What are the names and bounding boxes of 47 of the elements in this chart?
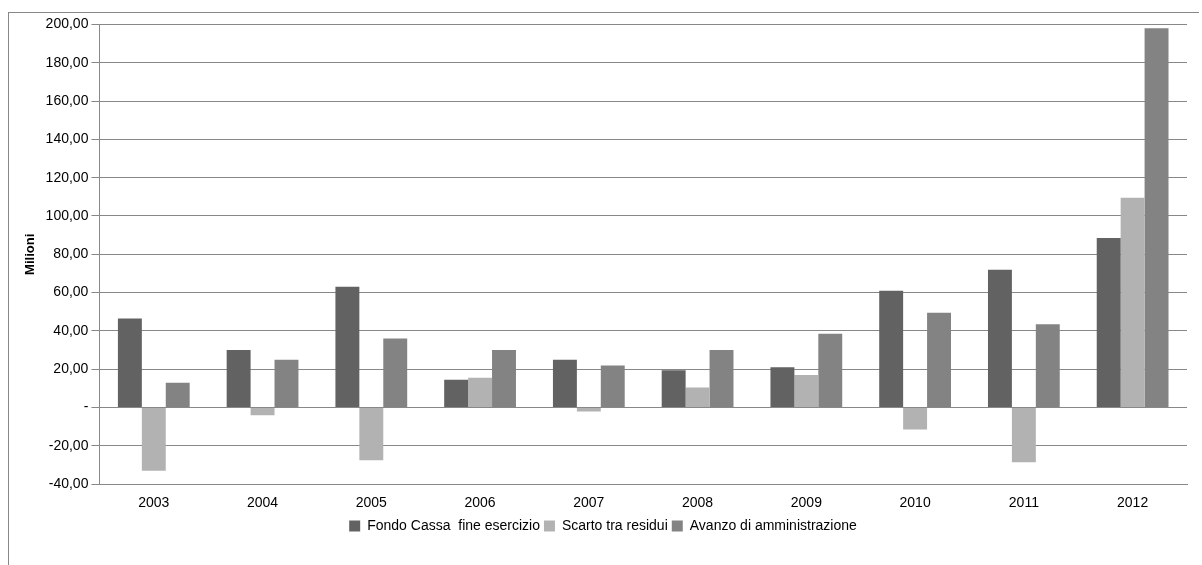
- bar: [987, 269, 1012, 408]
- y-tick-label: 60,00: [53, 283, 89, 300]
- y-tick-label: 120,00: [45, 168, 89, 185]
- bar: [141, 408, 166, 471]
- bar: [576, 408, 601, 412]
- x-tick-label: 2011: [1008, 494, 1040, 511]
- bar: [226, 350, 251, 408]
- bar: [685, 387, 710, 408]
- y-tick-label: 160,00: [45, 91, 89, 108]
- y-tick-label: 140,00: [45, 130, 89, 147]
- y-tick-label: -40,00: [48, 475, 89, 492]
- bar: [903, 408, 928, 430]
- y-tick-label: -: [83, 398, 89, 415]
- y-tick-label: 200,00: [45, 15, 89, 32]
- bar: [335, 286, 360, 408]
- x-tick-label: 2005: [355, 494, 388, 511]
- bar: [794, 375, 819, 408]
- y-axis-title: Milioni: [22, 233, 38, 275]
- bar: [1120, 197, 1145, 408]
- y-tick-label: 40,00: [53, 321, 89, 338]
- x-tick-label: 2012: [1117, 494, 1149, 511]
- y-tick-label: 80,00: [53, 245, 89, 262]
- bar: [250, 408, 275, 416]
- x-tick-label: 2007: [573, 494, 605, 511]
- bar: [1096, 238, 1121, 408]
- bar: [1011, 408, 1036, 463]
- x-tick-label: 2006: [464, 494, 496, 511]
- bar: [661, 370, 686, 408]
- bar: [770, 367, 795, 408]
- bar: [468, 377, 493, 408]
- bar: [879, 290, 904, 408]
- y-tick-label: 20,00: [53, 360, 89, 377]
- bar: [552, 359, 577, 408]
- legend-label: Avanzo di amministrazione: [689, 516, 858, 533]
- x-tick-label: 2004: [246, 494, 279, 511]
- x-tick-label: 2008: [682, 494, 714, 511]
- x-tick-label: 2003: [138, 494, 170, 511]
- x-tick-label: 2010: [899, 494, 931, 511]
- x-tick-label: 2009: [790, 494, 823, 511]
- bar: [444, 379, 469, 408]
- bar: [117, 318, 142, 408]
- y-tick-label: 100,00: [45, 206, 89, 223]
- y-tick-label: -20,00: [48, 436, 89, 453]
- legend-label: Scarto tra residui: [561, 516, 668, 533]
- y-tick-label: 180,00: [45, 53, 89, 70]
- legend-label: Fondo Cassa fine esercizio: [367, 516, 541, 533]
- bar: [359, 408, 384, 461]
